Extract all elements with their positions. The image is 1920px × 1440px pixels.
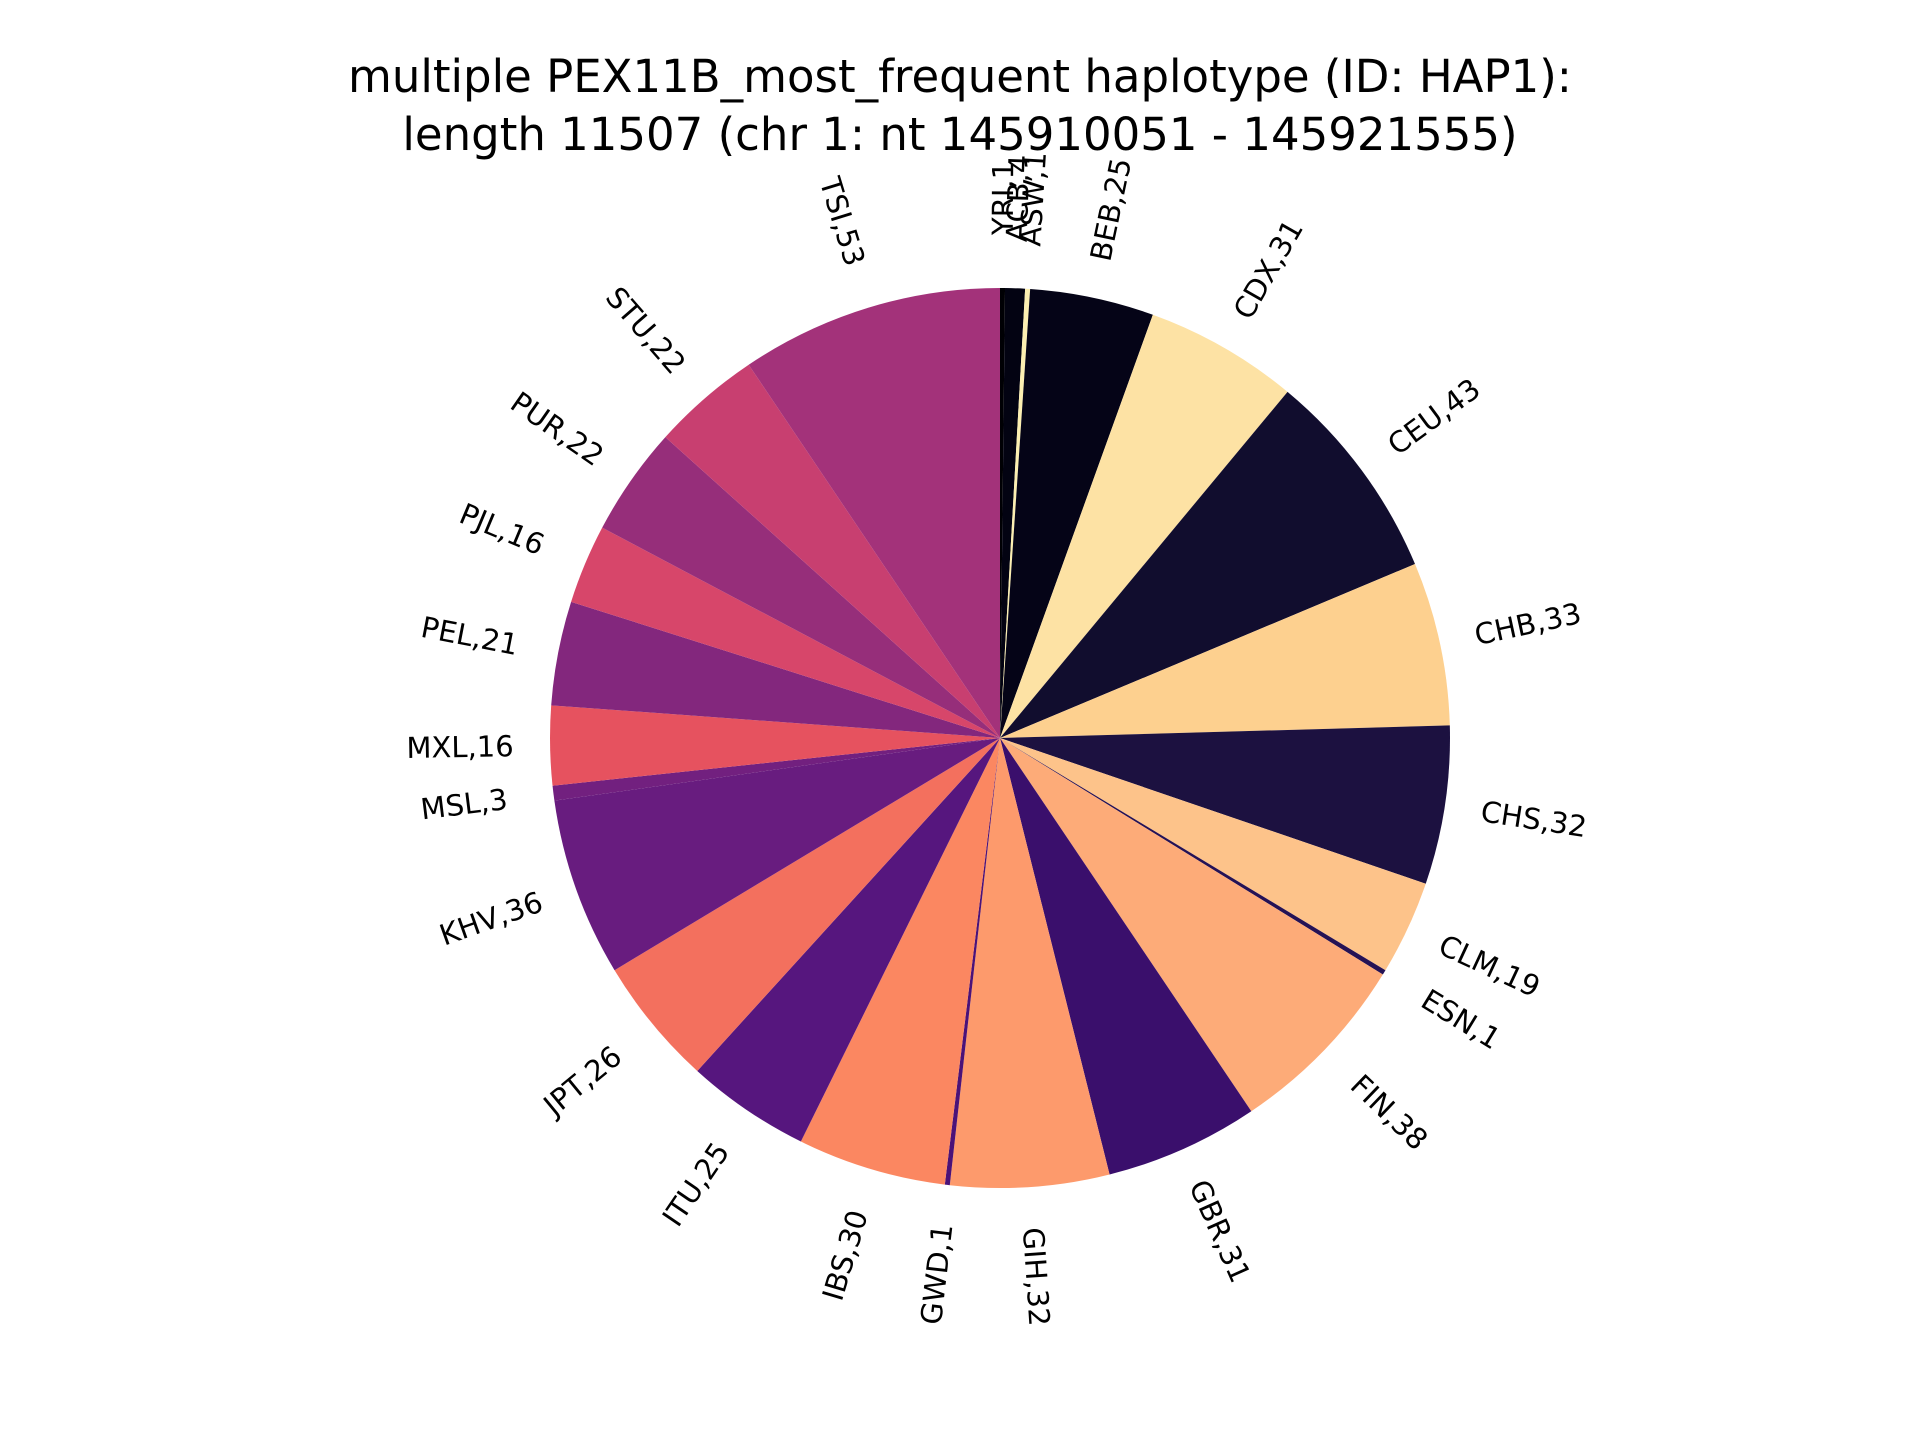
pie-label-gwd: GWD,1 — [914, 1222, 960, 1326]
pie-slice-khv — [554, 738, 1000, 971]
pie-slice-chs — [1000, 725, 1450, 884]
pie-label-pjl: PJL,16 — [455, 497, 550, 563]
pie-slice-pel — [551, 601, 1000, 738]
pie-slice-pur — [602, 437, 1000, 738]
chart-title-line-2: length 11507 (chr 1: nt 145910051 - 1459… — [402, 108, 1518, 161]
chart-title: multiple PEX11B_most_frequent haplotype … — [0, 48, 1920, 164]
pie-label-tsi: TSI,53 — [813, 172, 872, 270]
pie-label-chs: CHS,32 — [1479, 794, 1589, 844]
pie-label-asw: ASW,1 — [1013, 151, 1053, 248]
pie-slice-itu — [697, 738, 1000, 1142]
pie-label-mxl: MXL,16 — [406, 729, 514, 765]
pie-label-pel: PEL,21 — [418, 610, 521, 662]
pie-label-esn: ESN,1 — [1415, 982, 1506, 1056]
pie-slice-msl — [552, 738, 1000, 801]
pie-slice-clm — [1000, 738, 1426, 971]
pie-slice-chb — [1000, 564, 1450, 738]
pie-label-ibs: IBS,30 — [816, 1206, 875, 1304]
pie-slice-fin — [1000, 738, 1383, 1112]
pie-slice-ibs — [800, 738, 1000, 1185]
pie-slice-tsi — [748, 288, 1000, 738]
pie-label-fin: FIN,38 — [1344, 1068, 1435, 1157]
pie-slice-stu — [665, 364, 1000, 738]
pie-label-stu: STU,22 — [599, 280, 693, 380]
pie-label-pur: PUR,22 — [504, 385, 610, 473]
pie-slice-jpt — [614, 738, 1000, 1071]
pie-slice-pjl — [571, 527, 1000, 738]
pie-label-chb: CHB,33 — [1471, 596, 1584, 652]
pie-label-acb: ACB,4 — [1000, 154, 1037, 242]
pie-label-gih: GIH,32 — [1016, 1226, 1057, 1327]
pie-slice-esn — [1000, 738, 1386, 975]
pie-slice-beb — [1000, 289, 1153, 738]
pie-label-beb: BEB,25 — [1084, 155, 1139, 264]
pie-label-khv: KHV,36 — [435, 885, 547, 953]
pie-label-jpt: JPT,26 — [536, 1039, 629, 1124]
pie-label-gbr: GBR,31 — [1182, 1175, 1257, 1288]
pie-slice-gbr — [1000, 738, 1252, 1175]
pie-slice-ceu — [1000, 391, 1416, 738]
pie-slice-acb — [1000, 288, 1026, 738]
pie-slice-yri — [1000, 288, 1006, 738]
pie-label-yri: YRI,1 — [986, 161, 1020, 236]
pie-slice-gih — [949, 738, 1110, 1189]
pie-slice-cdx — [1000, 314, 1288, 738]
pie-label-ceu: CEU,43 — [1381, 372, 1486, 462]
pie-slice-mxl — [550, 705, 1000, 786]
pie-label-cdx: CDX,31 — [1227, 214, 1310, 325]
pie-slice-asw — [1000, 288, 1031, 738]
chart-title-line-1: multiple PEX11B_most_frequent haplotype … — [348, 50, 1572, 103]
pie-label-itu: ITU,25 — [656, 1136, 737, 1233]
pie-slice-gwd — [944, 738, 1000, 1186]
pie-label-msl: MSL,3 — [419, 782, 510, 826]
